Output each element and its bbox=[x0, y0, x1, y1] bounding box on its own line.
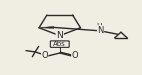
Text: N: N bbox=[97, 26, 104, 35]
Text: O: O bbox=[71, 51, 78, 60]
Text: H: H bbox=[96, 23, 102, 32]
FancyBboxPatch shape bbox=[50, 41, 69, 47]
Text: N: N bbox=[56, 31, 63, 40]
Text: Abs: Abs bbox=[53, 41, 66, 47]
Polygon shape bbox=[39, 26, 54, 28]
Text: O: O bbox=[41, 51, 48, 60]
